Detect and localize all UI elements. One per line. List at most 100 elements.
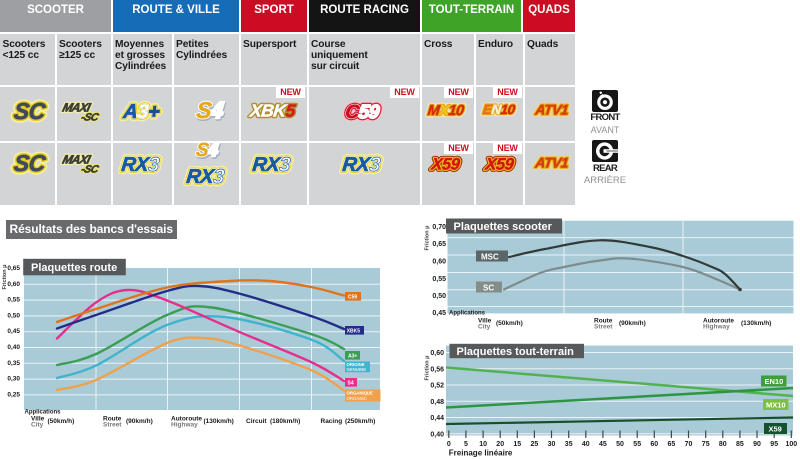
svg-text:Autoroute: Autoroute [171,416,202,423]
svg-text:XBK5: XBK5 [248,101,296,121]
svg-text:30: 30 [548,441,556,448]
svg-text:0: 0 [447,441,451,448]
svg-text:SC: SC [483,283,494,292]
svg-text:Racing: Racing [321,418,343,425]
svg-text:X59: X59 [484,155,516,174]
svg-text:0,60: 0,60 [430,350,444,357]
svg-text:RX3: RX3 [341,154,381,176]
svg-text:X59: X59 [484,155,516,174]
svg-text:Street: Street [103,422,122,429]
svg-text:85: 85 [736,441,744,448]
svg-text:0,55: 0,55 [432,276,446,283]
svg-text:MAXI: MAXI [61,153,93,167]
svg-text:0,40: 0,40 [430,431,444,438]
svg-text:ORIGINE: ORIGINE [347,362,365,367]
svg-text:0,60: 0,60 [7,281,20,288]
svg-text:EN10: EN10 [482,102,516,117]
svg-text:S4: S4 [195,140,220,161]
svg-text:0,45: 0,45 [432,310,446,317]
svg-text:GENUINE: GENUINE [347,367,367,372]
svg-text:SC: SC [13,98,48,124]
svg-text:SC: SC [13,150,48,176]
svg-text:0,40: 0,40 [7,344,20,351]
svg-text:90: 90 [753,441,761,448]
svg-text:Street: Street [594,324,613,331]
svg-text:-SC: -SC [80,164,100,176]
svg-text:100: 100 [785,441,797,448]
svg-text:65: 65 [668,441,676,448]
svg-text:50: 50 [616,441,624,448]
svg-text:City: City [31,422,44,429]
svg-text:ATV1: ATV1 [534,102,570,118]
svg-text:0,65: 0,65 [432,241,446,248]
svg-text:Highway: Highway [171,422,198,429]
svg-text:City: City [478,324,491,331]
svg-text:60: 60 [650,441,658,448]
svg-text:5: 5 [464,441,468,448]
svg-text:MX10: MX10 [766,401,786,410]
svg-text:75: 75 [702,441,710,448]
svg-text:XBK5: XBK5 [248,101,296,121]
svg-text:X59: X59 [484,155,516,174]
svg-text:0,60: 0,60 [432,259,446,266]
svg-text:Friction μ: Friction μ [425,355,431,380]
svg-text:MAXI: MAXI [61,153,93,167]
svg-text:45: 45 [599,441,607,448]
svg-text:Route: Route [103,416,122,423]
svg-text:Friction μ: Friction μ [2,264,8,289]
svg-text:RX3: RX3 [251,154,291,176]
svg-text:SC: SC [13,150,48,176]
svg-text:RX3: RX3 [251,154,291,176]
svg-text:RX3: RX3 [185,166,225,188]
svg-text:0,45: 0,45 [7,328,20,335]
svg-text:X59: X59 [769,425,782,434]
svg-text:C59: C59 [344,102,380,123]
svg-text:(130km/h): (130km/h) [204,418,234,425]
svg-text:0,30: 0,30 [7,376,20,383]
svg-text:ATV1: ATV1 [534,155,570,171]
svg-text:RX3: RX3 [120,154,160,176]
svg-text:X59: X59 [430,155,462,174]
svg-text:0,35: 0,35 [7,360,20,367]
svg-text:0,50: 0,50 [7,312,20,319]
svg-text:25: 25 [531,441,539,448]
svg-text:X59: X59 [430,155,462,174]
svg-text:Freinage linéaire: Freinage linéaire [449,449,513,458]
svg-text:(50km/h): (50km/h) [48,418,75,425]
svg-text:A3+: A3+ [121,101,161,123]
svg-text:(250km/h): (250km/h) [345,418,375,425]
svg-text:RX3: RX3 [185,166,225,188]
svg-text:RX3: RX3 [120,154,160,176]
svg-text:70: 70 [685,441,693,448]
svg-text:SC: SC [13,150,48,176]
svg-text:MSC: MSC [481,252,499,261]
svg-text:MAXI: MAXI [61,101,93,115]
svg-text:RX3: RX3 [185,166,225,188]
svg-text:0,50: 0,50 [432,293,446,300]
svg-text:SC: SC [13,98,48,124]
svg-text:C59: C59 [344,102,380,123]
svg-text:S4: S4 [348,380,354,386]
svg-text:S4: S4 [196,142,221,163]
svg-text:A3+: A3+ [121,101,161,123]
svg-text:RX3: RX3 [185,166,225,188]
svg-text:Applications: Applications [449,311,486,317]
svg-text:MX10: MX10 [427,103,465,119]
svg-text:Plaquettes tout-terrain: Plaquettes tout-terrain [457,346,575,358]
svg-text:RX3: RX3 [341,154,381,176]
svg-text:ATV1: ATV1 [534,102,570,118]
svg-text:Applications: Applications [25,410,62,416]
svg-text:0,48: 0,48 [430,399,444,406]
svg-text:55: 55 [633,441,641,448]
svg-text:Ville: Ville [31,416,45,423]
svg-text:0,56: 0,56 [430,366,444,373]
svg-text:SC: SC [13,98,48,124]
svg-text:Plaquettes route: Plaquettes route [31,262,117,274]
svg-text:Ville: Ville [478,318,492,325]
svg-text:(90km/h): (90km/h) [619,320,646,327]
svg-text:Highway: Highway [703,324,730,331]
svg-text:15: 15 [513,441,521,448]
svg-text:RX3: RX3 [120,154,160,176]
svg-text:EN10: EN10 [765,377,784,386]
svg-text:C59: C59 [344,102,380,123]
